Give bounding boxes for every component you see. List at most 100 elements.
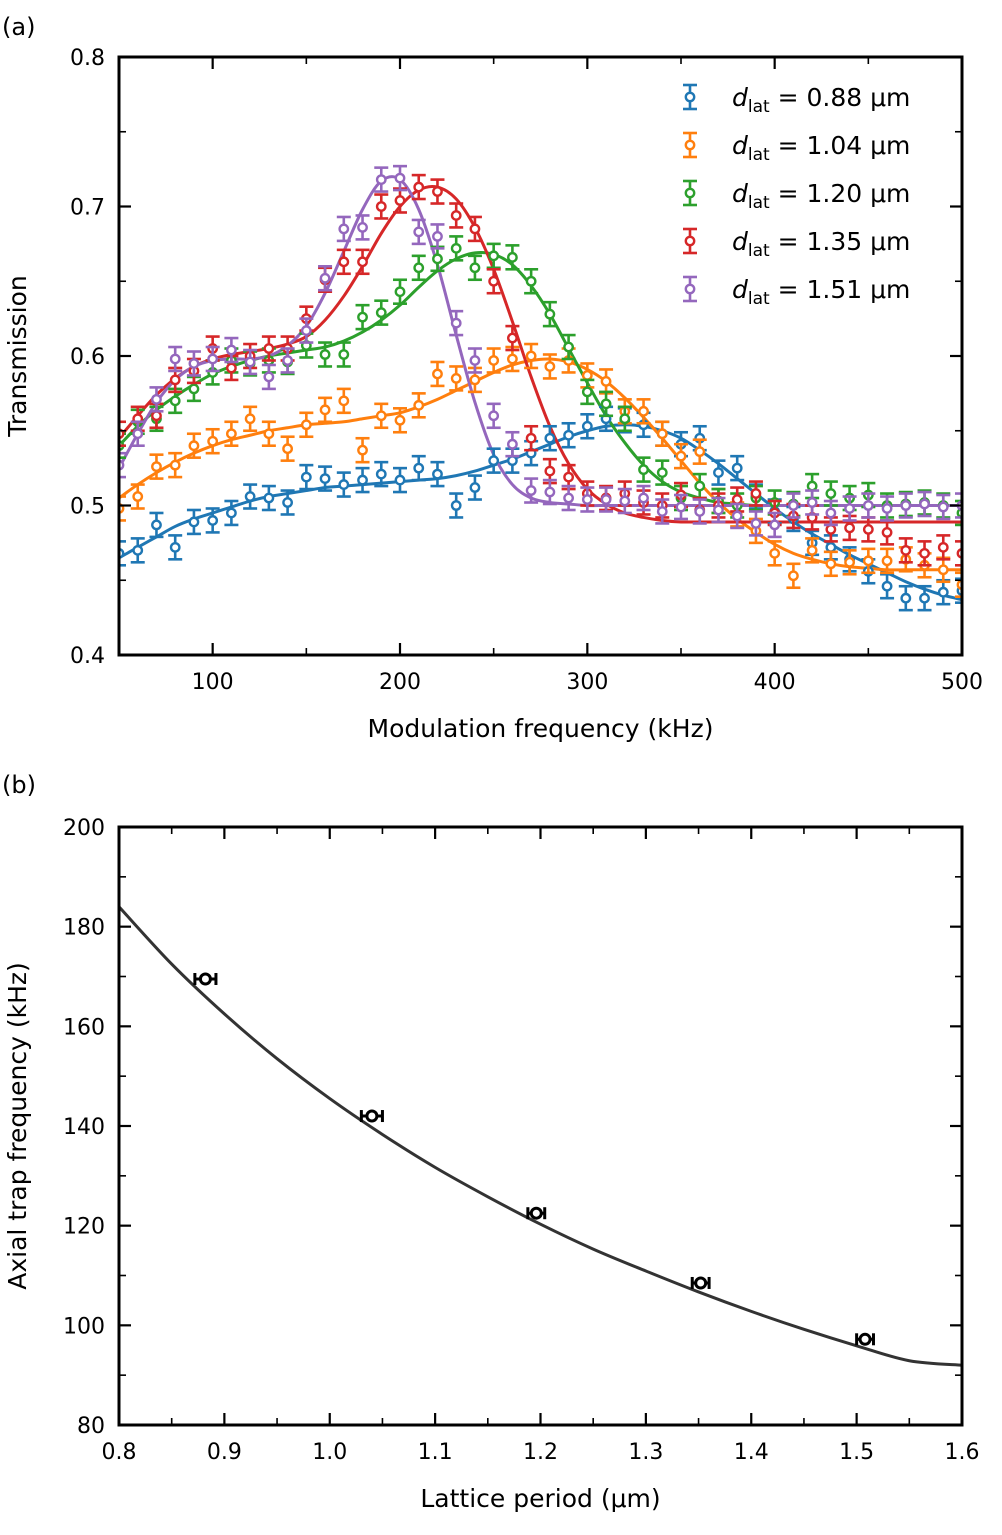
data-point	[526, 1206, 547, 1220]
data-point-series-4	[617, 487, 632, 515]
data-point-series-3	[355, 248, 370, 276]
data-point-series-1	[318, 396, 333, 424]
y-tick-label: 0.5	[70, 495, 105, 520]
data-point-series-2	[336, 341, 351, 368]
data-point-series-0	[336, 471, 351, 498]
data-point-series-3	[336, 248, 351, 276]
data-point-series-0	[299, 463, 314, 491]
data-point-series-4	[374, 166, 389, 193]
y-tick-label: 200	[63, 816, 105, 841]
data-point-series-0	[186, 508, 201, 536]
data-point-series-4	[561, 484, 576, 512]
panel-b-data-points	[193, 972, 875, 1346]
data-point-series-1	[524, 342, 539, 370]
data-point-series-4	[542, 478, 557, 506]
data-point-series-2	[655, 459, 670, 486]
data-point-series-1	[767, 540, 782, 567]
data-point-series-3	[898, 537, 913, 564]
data-point-series-0	[430, 460, 445, 488]
y-tick-label: 0.8	[70, 46, 105, 71]
data-point	[359, 1109, 384, 1123]
data-point-series-4	[711, 496, 726, 524]
data-point-series-2	[505, 244, 520, 271]
data-point-series-2	[486, 242, 501, 270]
data-point-series-3	[748, 480, 763, 507]
data-point-series-1	[243, 405, 258, 433]
x-tick-label: 0.9	[207, 1440, 242, 1465]
data-point-series-0	[580, 413, 595, 440]
data-point-series-0	[880, 572, 895, 600]
data-point-series-3	[430, 178, 445, 205]
y-tick-label: 100	[63, 1314, 105, 1339]
x-tick-label: 0.8	[102, 1440, 137, 1465]
data-point-series-4	[674, 493, 688, 521]
data-point-series-4	[748, 510, 763, 537]
data-point-series-1	[186, 432, 201, 459]
data-point-series-0	[393, 466, 407, 494]
legend-label: dlat = 1.51 μm	[732, 275, 910, 309]
legend-label: dlat = 1.04 μm	[732, 131, 910, 165]
data-point-series-2	[580, 378, 595, 406]
data-point-series-4	[786, 492, 801, 519]
data-point-series-0	[205, 507, 220, 534]
data-point-series-4	[486, 402, 501, 430]
y-tick-label: 140	[63, 1115, 105, 1140]
panel-a-ticks: 100 200 300 400 500 0.4 0.5 0.6 0.7 0.8	[70, 46, 983, 695]
y-tick-label: 80	[77, 1414, 105, 1439]
data-point-series-4	[692, 498, 707, 525]
x-tick-label: 1.2	[523, 1440, 558, 1465]
x-tick-label: 1.4	[734, 1440, 769, 1465]
data-point-series-0	[168, 534, 183, 561]
data-point-series-1	[842, 549, 857, 576]
panel-a-y-axis-label: Transmission	[3, 275, 32, 438]
data-point-series-4	[224, 336, 239, 364]
data-point-series-4	[936, 493, 951, 521]
data-point-series-1	[880, 547, 895, 575]
data-point-series-1	[149, 453, 164, 480]
data-point-series-3	[467, 215, 482, 243]
x-tick-label: 1.6	[945, 1440, 980, 1465]
data-point-series-0	[561, 421, 576, 449]
data-point-series-4	[842, 495, 857, 522]
panel-b-y-axis-label: Axial trap frequency (kHz)	[3, 962, 32, 1290]
data-point-series-1	[224, 420, 239, 448]
data-point-series-1	[355, 436, 370, 464]
data-point-series-2	[374, 299, 389, 326]
data-point-series-0	[542, 424, 557, 452]
data-point-series-2	[467, 254, 482, 282]
data-point-series-4	[430, 223, 445, 250]
data-point-series-1	[411, 392, 426, 419]
data-point-series-4	[599, 486, 614, 513]
data-point-series-4	[243, 348, 258, 376]
data-point-series-2	[393, 278, 407, 305]
y-tick-label: 160	[63, 1015, 105, 1040]
data-point-series-4	[336, 215, 351, 243]
data-point-series-0	[130, 537, 145, 564]
data-point-series-4	[411, 218, 426, 246]
panel-b-axes-frame	[117, 825, 964, 1427]
data-point-series-0	[224, 499, 239, 527]
data-point-series-0	[936, 578, 951, 606]
data-point-series-1	[805, 537, 820, 564]
panel-a-x-axis-label: Modulation frequency (kHz)	[368, 714, 714, 743]
fit-curve	[119, 905, 962, 1367]
data-point-series-1	[336, 387, 351, 415]
data-point	[855, 1332, 875, 1346]
data-point-series-1	[636, 398, 651, 425]
fit-curve-series-1	[119, 357, 962, 572]
data-point-series-1	[449, 365, 464, 392]
fit-curve-series-4	[119, 175, 962, 508]
data-point-series-4	[355, 214, 370, 241]
data-point-series-4	[505, 430, 520, 458]
data-point-series-3	[880, 519, 895, 546]
legend-label: dlat = 0.88 μm	[732, 83, 910, 117]
data-point-series-4	[205, 345, 220, 373]
data-point-series-1	[692, 438, 707, 465]
y-tick-label: 0.7	[70, 196, 105, 221]
data-point-series-0	[711, 459, 726, 486]
data-point-series-0	[467, 474, 482, 501]
legend-item: dlat = 0.88 μm	[683, 83, 910, 117]
x-tick-label: 1.0	[312, 1440, 347, 1465]
y-tick-label: 0.6	[70, 345, 105, 370]
